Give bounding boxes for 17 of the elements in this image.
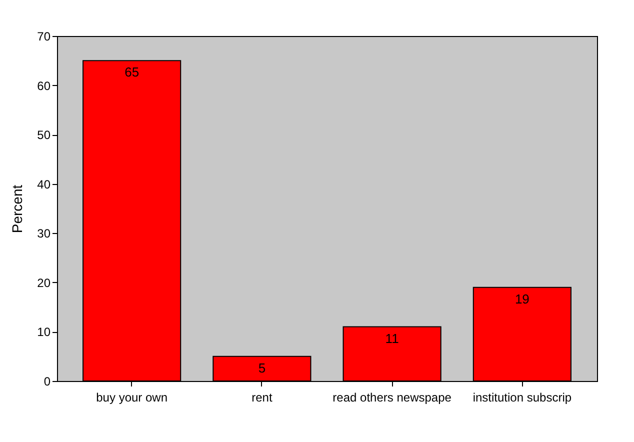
y-tick-label: 10 xyxy=(37,325,51,340)
x-tick-label: institution subscrip xyxy=(472,390,572,404)
y-tick-label: 70 xyxy=(37,30,51,44)
y-tick-label: 50 xyxy=(37,128,51,142)
y-tick-label: 40 xyxy=(37,177,51,192)
x-tick-label: buy your own xyxy=(96,390,168,404)
data-label: 5 xyxy=(258,360,266,376)
x-tick-label: read others newspape xyxy=(332,390,452,404)
data-label: 19 xyxy=(514,291,530,306)
y-tick-label: 20 xyxy=(37,276,51,290)
y-tick-label: 60 xyxy=(37,78,51,93)
x-tick-label: rent xyxy=(252,390,273,404)
data-label: 65 xyxy=(124,64,140,80)
data-label: 11 xyxy=(385,330,399,346)
y-axis-title: Percent xyxy=(9,184,26,234)
y-tick-label: 30 xyxy=(37,226,51,241)
y-tick-label: 0 xyxy=(44,374,51,388)
